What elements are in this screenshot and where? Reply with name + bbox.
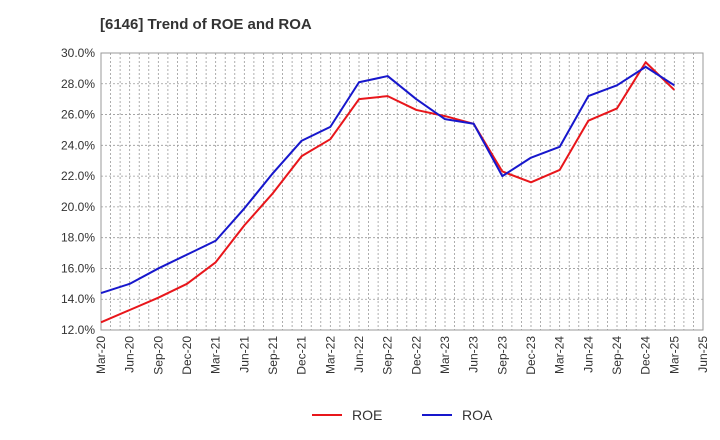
legend: ROE ROA bbox=[312, 407, 493, 423]
x-tick-label: Sep-22 bbox=[381, 336, 395, 375]
legend-label-roa: ROA bbox=[462, 407, 493, 423]
x-tick-label: Mar-23 bbox=[438, 336, 452, 374]
x-tick-label: Dec-20 bbox=[180, 336, 194, 375]
grid-layer bbox=[100, 52, 704, 331]
y-tick-label: 26.0% bbox=[61, 108, 95, 122]
y-tick-label: 16.0% bbox=[61, 261, 95, 275]
x-tick-label: Jun-22 bbox=[352, 336, 366, 373]
x-tick-label: Jun-25 bbox=[696, 336, 710, 373]
x-tick-label: Mar-24 bbox=[553, 336, 567, 374]
x-tick-label: Dec-21 bbox=[295, 336, 309, 375]
x-tick-label: Sep-20 bbox=[151, 336, 165, 375]
x-tick-label: Jun-21 bbox=[237, 336, 251, 373]
series-layer bbox=[100, 61, 676, 324]
x-tick-label: Sep-21 bbox=[266, 336, 280, 375]
x-tick-label: Dec-23 bbox=[524, 336, 538, 375]
x-tick-label: Jun-23 bbox=[467, 336, 481, 373]
x-tick-label: Mar-22 bbox=[323, 336, 337, 374]
plot-area bbox=[100, 52, 704, 331]
series-line-roe bbox=[100, 61, 676, 324]
y-tick-label: 20.0% bbox=[61, 200, 95, 214]
x-tick-label: Mar-25 bbox=[667, 336, 681, 374]
x-tick-label: Mar-20 bbox=[94, 336, 108, 374]
x-tick-label: Mar-21 bbox=[209, 336, 223, 374]
x-tick-label: Dec-24 bbox=[639, 336, 653, 375]
x-tick-label: Dec-22 bbox=[409, 336, 423, 375]
chart-title: [6146] Trend of ROE and ROA bbox=[100, 16, 312, 33]
x-tick-label: Jun-24 bbox=[581, 336, 595, 373]
y-tick-label: 28.0% bbox=[61, 77, 95, 91]
y-tick-label: 18.0% bbox=[61, 231, 95, 245]
legend-label-roe: ROE bbox=[352, 407, 382, 423]
axis-layer: 12.0% 14.0% 16.0% 18.0% 20.0% 22.0% 24.0% 26.0%… bbox=[61, 46, 710, 375]
x-tick-label: Jun-20 bbox=[123, 336, 137, 373]
y-tick-label: 24.0% bbox=[61, 138, 95, 152]
x-tick-label: Sep-23 bbox=[495, 336, 509, 375]
series-line-roa bbox=[100, 65, 675, 295]
y-tick-label: 22.0% bbox=[61, 169, 95, 183]
y-tick-label: 14.0% bbox=[61, 292, 95, 306]
y-tick-label: 12.0% bbox=[61, 323, 95, 337]
y-tick-label: 30.0% bbox=[61, 46, 95, 60]
x-tick-label: Sep-24 bbox=[610, 336, 624, 375]
